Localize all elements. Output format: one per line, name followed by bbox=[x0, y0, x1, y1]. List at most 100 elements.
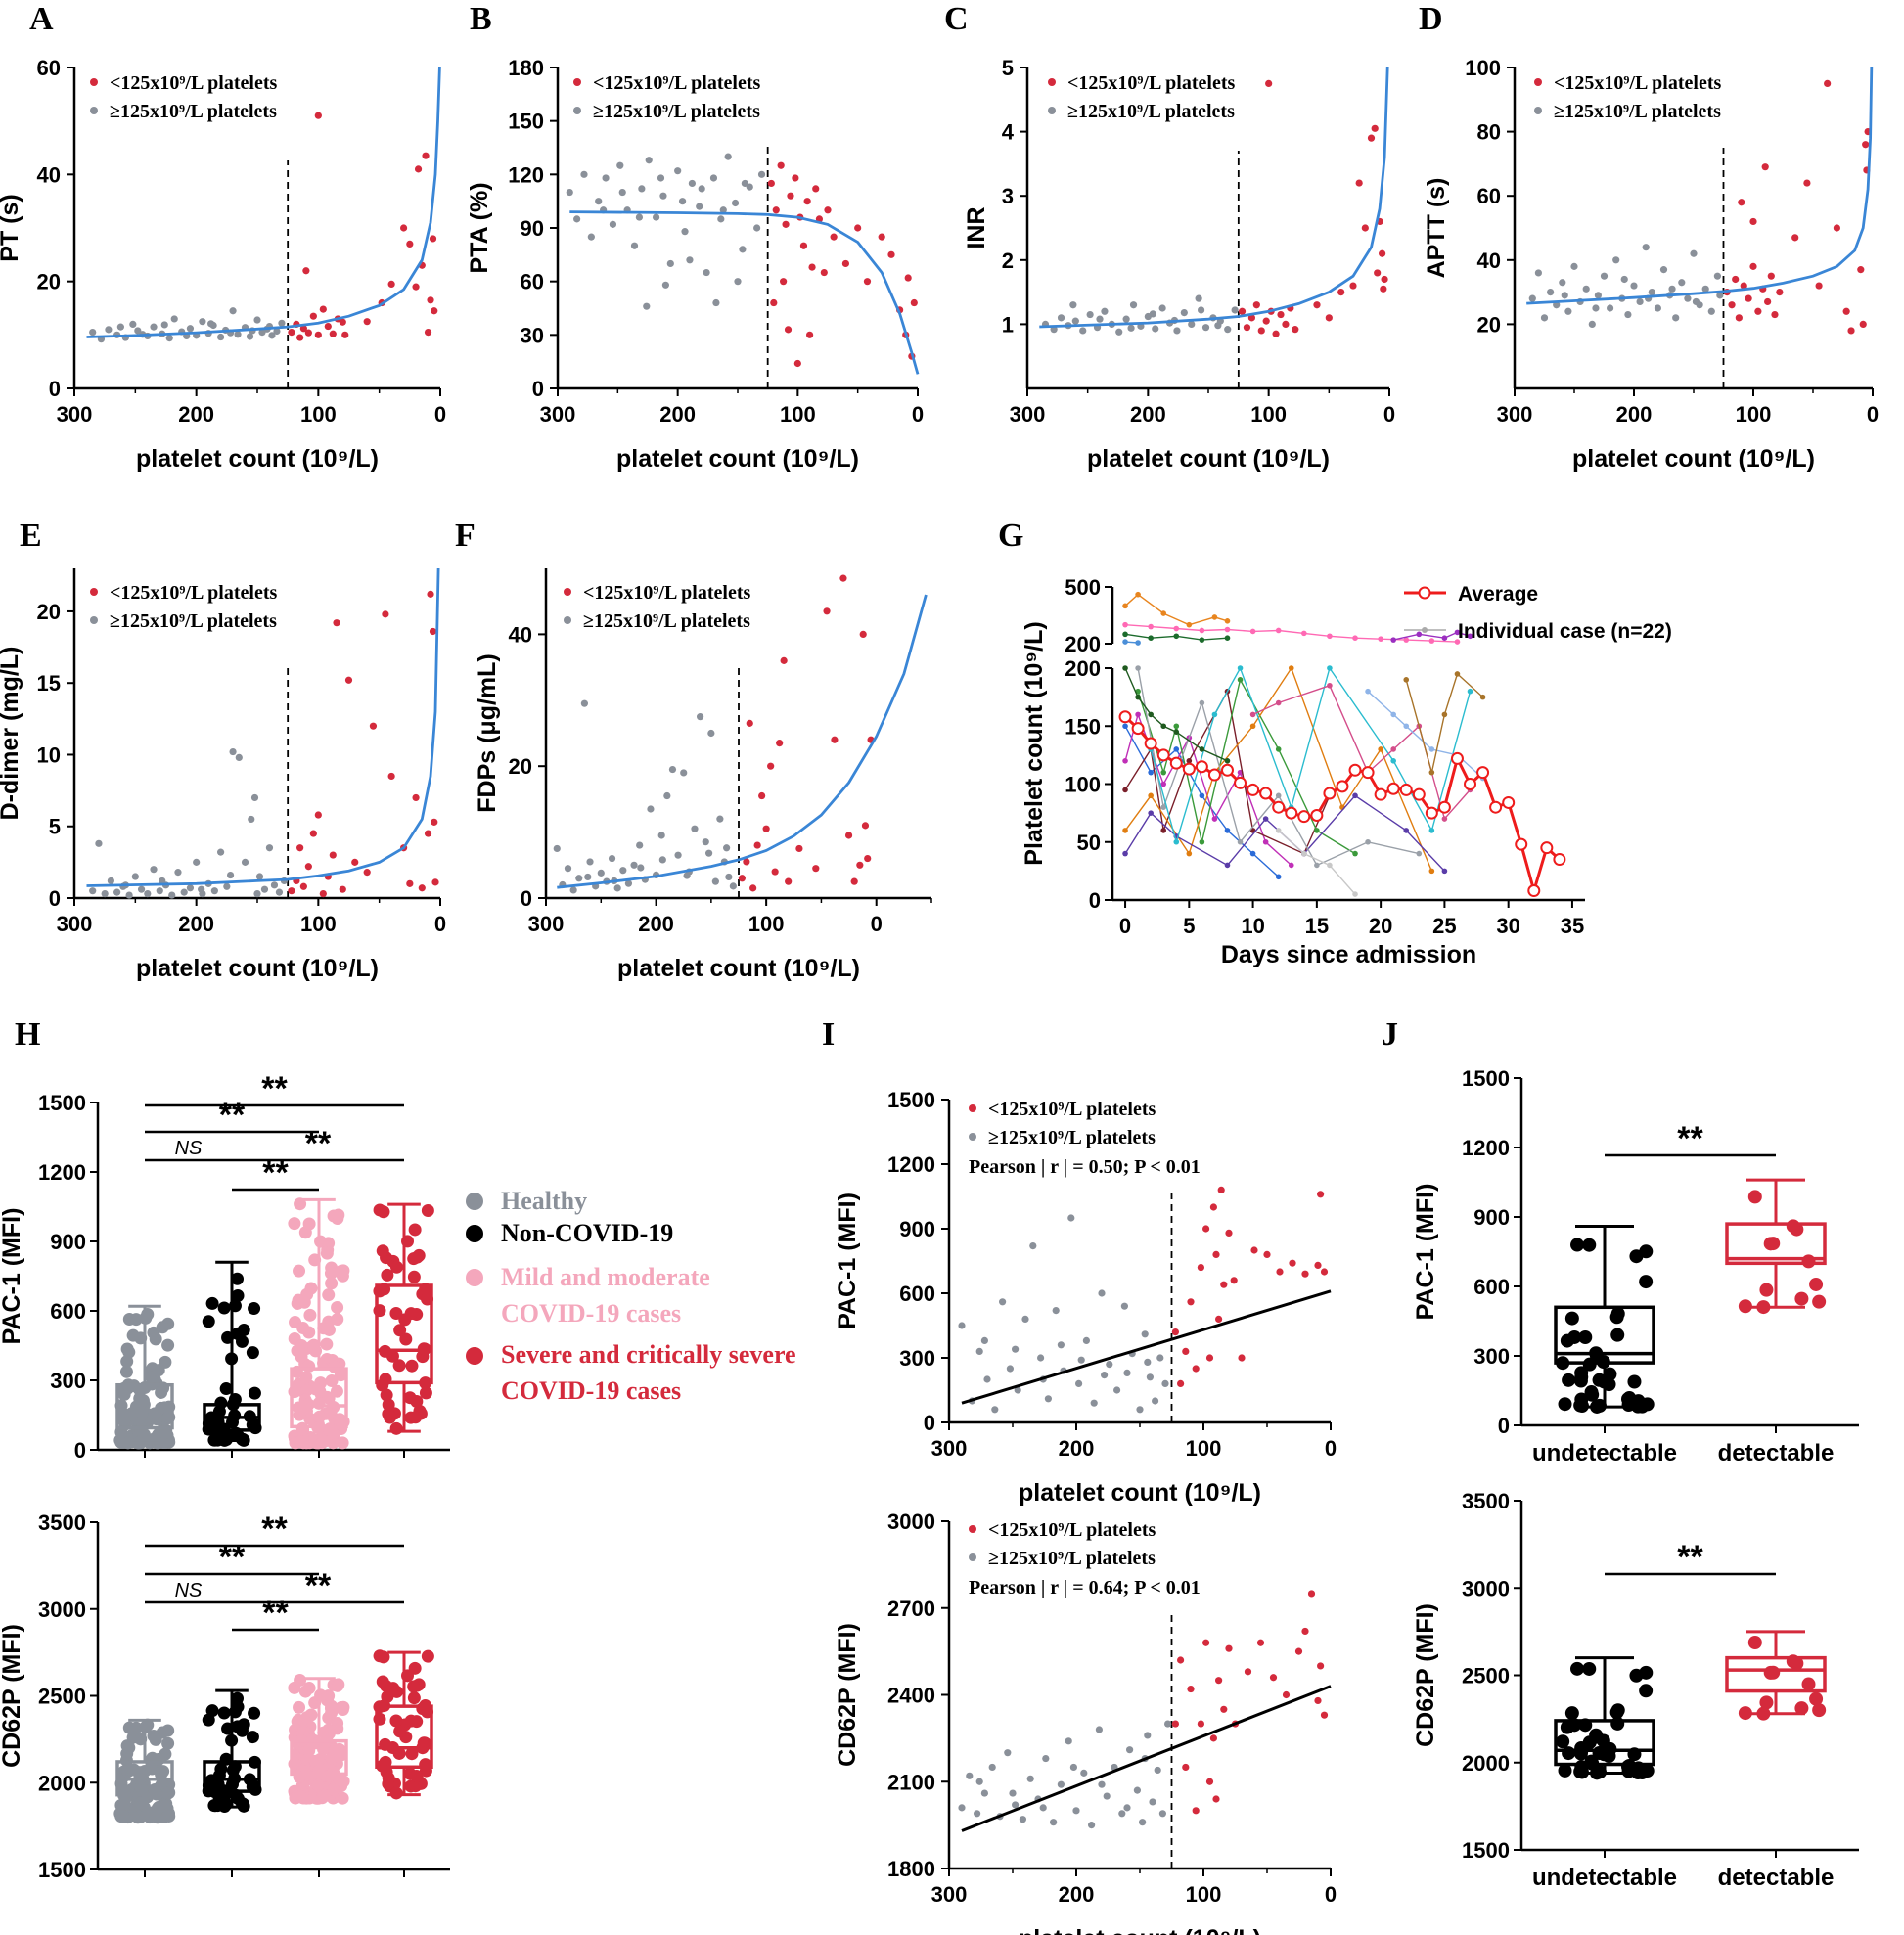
data-point bbox=[129, 1313, 143, 1327]
data-point bbox=[122, 1741, 136, 1755]
data-point-high-platelets bbox=[691, 825, 699, 832]
legend-marker-low bbox=[564, 588, 571, 596]
data-point bbox=[217, 1706, 231, 1720]
data-point-high-platelets bbox=[1534, 269, 1542, 277]
data-point bbox=[317, 1434, 331, 1448]
data-point bbox=[325, 1277, 339, 1290]
data-point bbox=[389, 1714, 403, 1728]
data-point-high-platelets bbox=[1129, 301, 1138, 309]
legend-label: Healthy bbox=[501, 1187, 587, 1215]
data-point-low-platelets bbox=[803, 198, 811, 205]
data-point bbox=[159, 1426, 172, 1440]
pearson-stat: Pearson | r | = 0.50; P < 0.01 bbox=[969, 1156, 1201, 1178]
y-tick-label: 60 bbox=[37, 56, 61, 80]
data-point bbox=[296, 1322, 310, 1335]
data-point-low-platelets bbox=[787, 192, 794, 200]
data-point-low-platelets bbox=[1192, 1807, 1200, 1815]
legend-label: Severe and critically severe bbox=[501, 1340, 796, 1369]
legend-marker-low bbox=[969, 1525, 976, 1533]
data-point-low-platelets bbox=[309, 312, 317, 320]
x-axis-label: platelet count (10⁹/L) bbox=[136, 445, 379, 472]
y-tick-label: 100 bbox=[1465, 56, 1501, 80]
data-point-high-platelets bbox=[131, 873, 139, 880]
data-point-high-platelets bbox=[229, 747, 237, 756]
data-point bbox=[1574, 1370, 1589, 1384]
data-point bbox=[421, 1203, 434, 1217]
data-point bbox=[1570, 1238, 1585, 1252]
data-point-high-platelets bbox=[1127, 324, 1135, 332]
legend-high-label: ≥125x10⁹/L platelets bbox=[583, 610, 750, 632]
data-point bbox=[302, 1360, 316, 1373]
data-point bbox=[404, 1714, 418, 1728]
data-point-high-platelets bbox=[89, 887, 97, 895]
legend-marker-high bbox=[969, 1133, 976, 1141]
data-point-low-platelets bbox=[1815, 282, 1823, 290]
data-point-low-platelets bbox=[1257, 327, 1265, 335]
data-point-high-platelets bbox=[129, 320, 137, 328]
data-point-high-platelets bbox=[1042, 1754, 1050, 1763]
data-point-high-platelets bbox=[1136, 1406, 1144, 1414]
x-tick-label: 10 bbox=[1241, 914, 1264, 938]
data-point-high-platelets bbox=[1139, 1819, 1147, 1826]
data-point bbox=[328, 1360, 341, 1373]
data-point-high-platelets bbox=[1146, 1373, 1154, 1381]
individual-case-point bbox=[1352, 891, 1358, 897]
y-tick-label: 0 bbox=[532, 377, 544, 401]
y-tick-label: 60 bbox=[521, 270, 544, 294]
data-point-low-platelets bbox=[382, 610, 389, 618]
data-point-high-platelets bbox=[1057, 1341, 1065, 1349]
panel-F: 300 200 100 0 0 20 40 platelet count (10⁹/L) FDP… bbox=[474, 568, 932, 982]
data-point-high-platelets bbox=[1707, 307, 1715, 315]
data-point-low-platelets bbox=[339, 318, 346, 326]
data-point-high-platelets bbox=[229, 307, 237, 315]
individual-case-point bbox=[1403, 723, 1410, 730]
y-axis-label: APTT (s) bbox=[1423, 178, 1450, 279]
data-point-high-platelets bbox=[1154, 1766, 1161, 1775]
data-point-high-platelets bbox=[746, 183, 753, 191]
data-point-low-platelets bbox=[429, 627, 437, 636]
data-point-low-platelets bbox=[1320, 1711, 1329, 1719]
data-point-low-platelets bbox=[1209, 1734, 1217, 1742]
panel-letter-D: D bbox=[1419, 1, 1443, 37]
data-point-low-platelets bbox=[758, 791, 766, 800]
data-point-high-platelets bbox=[657, 174, 665, 182]
x-tick-label: 0 bbox=[1867, 402, 1879, 427]
data-point-high-platelets bbox=[235, 753, 243, 762]
data-point-high-platelets bbox=[1540, 314, 1549, 322]
data-point bbox=[294, 1673, 307, 1687]
y-tick-label: 2400 bbox=[887, 1684, 935, 1708]
data-point-high-platelets bbox=[1156, 1354, 1164, 1362]
data-point-high-platelets bbox=[647, 805, 655, 813]
data-point-high-platelets bbox=[1077, 1356, 1085, 1364]
data-point-high-platelets bbox=[1096, 315, 1104, 323]
data-point-high-platelets bbox=[1057, 1780, 1065, 1788]
data-point-high-platelets bbox=[268, 332, 276, 339]
y-tick-label: 3500 bbox=[1462, 1489, 1510, 1513]
data-point bbox=[314, 1688, 328, 1702]
data-point-low-platelets bbox=[427, 296, 434, 304]
y-tick-label: 1500 bbox=[38, 1091, 86, 1115]
average-point bbox=[1348, 763, 1362, 777]
data-point-high-platelets bbox=[707, 729, 715, 738]
data-point-low-platelets bbox=[1320, 1268, 1329, 1276]
significance-label: ** bbox=[219, 1097, 246, 1134]
data-point bbox=[116, 1810, 130, 1823]
data-point bbox=[129, 1721, 143, 1734]
box bbox=[1725, 1222, 1827, 1266]
y-tick-label: 4 bbox=[1002, 120, 1015, 145]
individual-case-point bbox=[1186, 758, 1193, 764]
y-tick-label: 600 bbox=[899, 1282, 935, 1306]
data-point-low-platelets bbox=[1282, 1690, 1291, 1699]
data-point-low-platelets bbox=[424, 329, 432, 337]
data-point-low-platelets bbox=[1212, 1250, 1220, 1258]
individual-case-point bbox=[1275, 874, 1282, 880]
individual-case-point bbox=[1148, 635, 1154, 641]
data-point bbox=[302, 1682, 316, 1695]
x-tick-label: 100 bbox=[1736, 402, 1772, 427]
data-point bbox=[313, 1410, 327, 1423]
individual-case-point bbox=[1403, 637, 1410, 643]
data-point-low-platelets bbox=[1256, 1639, 1265, 1646]
data-point-low-platelets bbox=[780, 278, 788, 286]
legend-individual-marker bbox=[1422, 627, 1428, 633]
